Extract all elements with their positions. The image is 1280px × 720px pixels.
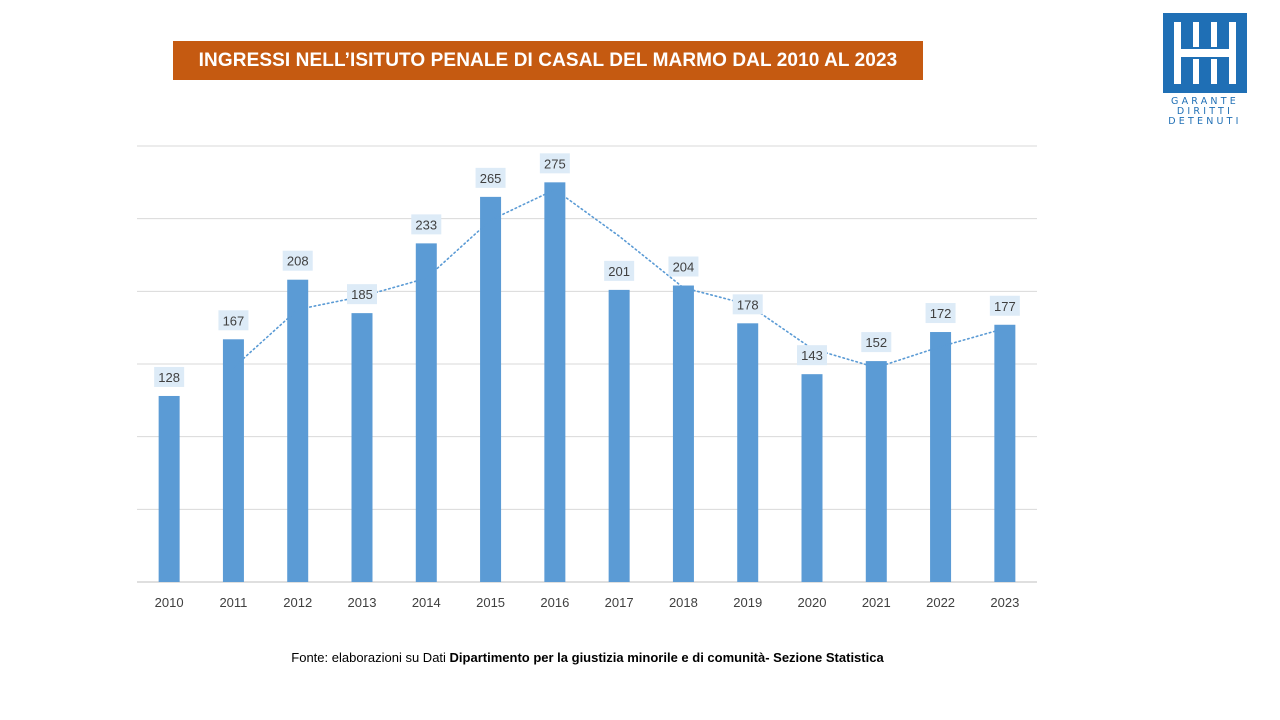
data-label: 204 bbox=[673, 260, 695, 275]
data-label-bg bbox=[154, 366, 185, 387]
data-label: 275 bbox=[544, 156, 566, 171]
bar bbox=[801, 374, 823, 582]
data-label: 185 bbox=[351, 287, 373, 302]
bar bbox=[222, 339, 244, 582]
chart-title-banner: INGRESSI NELL’ISITUTO PENALE DI CASAL DE… bbox=[173, 41, 923, 80]
bar bbox=[351, 313, 373, 582]
data-label-bg bbox=[282, 250, 313, 271]
data-label: 128 bbox=[158, 370, 180, 385]
bar bbox=[608, 289, 630, 582]
bar bbox=[930, 332, 952, 582]
x-tick-label: 2018 bbox=[669, 595, 698, 610]
bar bbox=[287, 279, 309, 582]
data-label: 152 bbox=[865, 335, 887, 350]
data-label-bg bbox=[539, 153, 570, 174]
chart-title: INGRESSI NELL’ISITUTO PENALE DI CASAL DE… bbox=[198, 49, 898, 71]
bar bbox=[672, 285, 694, 582]
source-note: Fonte: elaborazioni su Dati Dipartimento… bbox=[0, 650, 1175, 665]
logo-line: DIRITTI bbox=[1176, 106, 1234, 117]
data-label: 178 bbox=[737, 297, 759, 312]
bar bbox=[737, 323, 759, 582]
x-tick-label: 2010 bbox=[155, 595, 184, 610]
source-prefix: Fonte: elaborazioni su Dati bbox=[291, 650, 450, 665]
data-label-bg bbox=[604, 260, 635, 281]
bar bbox=[544, 182, 566, 583]
data-label: 167 bbox=[223, 313, 245, 328]
data-label: 265 bbox=[480, 171, 502, 186]
data-label-bg bbox=[218, 310, 249, 331]
data-label: 172 bbox=[930, 306, 952, 321]
bar bbox=[865, 361, 887, 582]
source-bold: Dipartimento per la giustizia minorile e… bbox=[449, 650, 884, 665]
data-label-bg bbox=[989, 295, 1020, 316]
data-label: 201 bbox=[608, 264, 630, 279]
x-tick-label: 2013 bbox=[348, 595, 377, 610]
bar bbox=[415, 243, 437, 582]
data-label-bg bbox=[732, 294, 763, 315]
x-tick-label: 2017 bbox=[605, 595, 634, 610]
x-tick-label: 2020 bbox=[798, 595, 827, 610]
data-label-bg bbox=[347, 284, 377, 305]
x-tick-label: 2014 bbox=[412, 595, 441, 610]
x-tick-label: 2019 bbox=[733, 595, 762, 610]
data-label-bg bbox=[475, 167, 506, 188]
data-label-bg bbox=[925, 303, 956, 324]
data-label: 208 bbox=[287, 254, 309, 269]
data-label-bg bbox=[668, 256, 699, 277]
x-tick-label: 2022 bbox=[926, 595, 955, 610]
bar bbox=[994, 324, 1016, 582]
data-label: 143 bbox=[801, 348, 823, 363]
data-label-bg bbox=[861, 332, 892, 353]
garante-logo: GARANTE DIRITTI DETENUTI bbox=[1163, 13, 1247, 127]
x-tick-label: 2011 bbox=[219, 595, 247, 610]
data-label: 233 bbox=[415, 217, 437, 232]
x-tick-label: 2021 bbox=[862, 595, 891, 610]
data-label-bg bbox=[411, 214, 442, 235]
logo-caption: GARANTE DIRITTI DETENUTI bbox=[1163, 97, 1247, 127]
data-label: 177 bbox=[994, 299, 1016, 314]
garante-logo-icon bbox=[1163, 13, 1247, 93]
logo-line: GARANTE bbox=[1171, 96, 1239, 107]
logo-line: DETENUTI bbox=[1168, 116, 1242, 127]
x-tick-label: 2023 bbox=[990, 595, 1019, 610]
data-label-bg bbox=[797, 345, 827, 366]
x-tick-label: 2012 bbox=[283, 595, 312, 610]
bar bbox=[158, 395, 180, 582]
x-tick-label: 2015 bbox=[476, 595, 505, 610]
x-tick-label: 2016 bbox=[540, 595, 569, 610]
bar bbox=[480, 196, 502, 582]
